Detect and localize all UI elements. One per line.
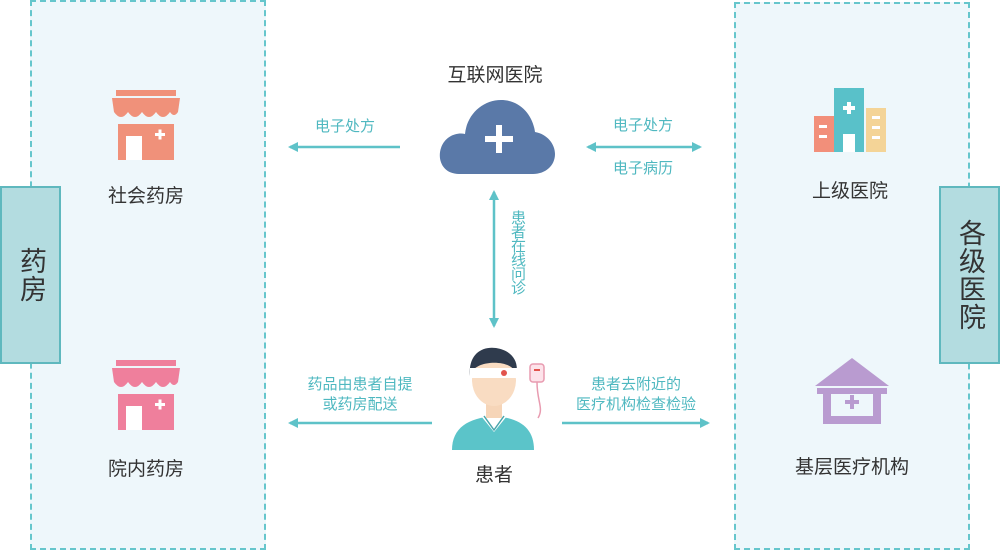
flow-to-pharmacy-label: 电子处方 bbox=[314, 117, 375, 135]
pharmacy-tab: 药房 bbox=[0, 186, 61, 364]
flow-visit-label-2: 医疗机构检查检验 bbox=[575, 395, 696, 413]
pharmacy-tab-label: 药房 bbox=[15, 247, 46, 303]
hospital-tab-label: 各级医院 bbox=[954, 219, 985, 331]
flow-online-consult-label: 患者在线问诊 bbox=[509, 210, 527, 294]
community-pharmacy-icon bbox=[112, 90, 180, 160]
upper-hospital-icon bbox=[814, 88, 886, 152]
cloud-plus-icon bbox=[439, 100, 555, 174]
patient-label: 患者 bbox=[474, 464, 513, 486]
patient-icon bbox=[452, 347, 545, 450]
flow-drug-label-2: 或药房配送 bbox=[322, 395, 398, 413]
flow-to-hospital-top-label: 电子处方 bbox=[612, 116, 673, 134]
upper-hospital-label: 上级医院 bbox=[811, 180, 888, 202]
hospital-tab: 各级医院 bbox=[939, 186, 1000, 364]
internet-hospital-label: 互联网医院 bbox=[447, 64, 543, 86]
community-pharmacy-label: 社会药房 bbox=[107, 185, 184, 207]
flow-to-hospital-bottom-label: 电子病历 bbox=[612, 159, 673, 177]
primary-care-label: 基层医疗机构 bbox=[794, 456, 909, 478]
in-hospital-pharmacy-icon bbox=[112, 360, 180, 430]
flow-visit-label-1: 患者去附近的 bbox=[590, 375, 681, 393]
flow-drug-label-1: 药品由患者自提 bbox=[307, 375, 413, 393]
primary-care-icon bbox=[815, 358, 889, 424]
in-hospital-pharmacy-label: 院内药房 bbox=[107, 458, 184, 480]
